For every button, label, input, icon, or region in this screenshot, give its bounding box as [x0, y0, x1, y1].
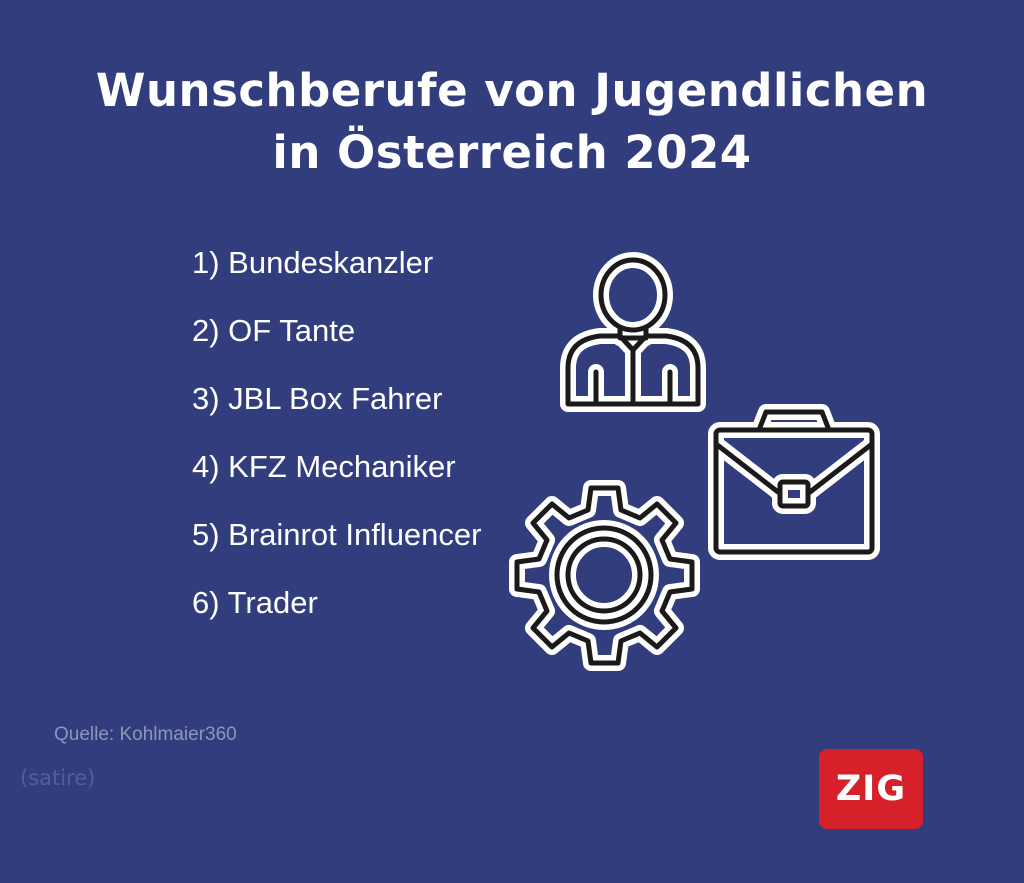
gear-icon [509, 480, 700, 671]
logo-text: ZIG [835, 769, 907, 809]
person-icon [560, 252, 706, 412]
zig-logo: ZIG [819, 749, 923, 829]
list-item: 5) Brainrot Influencer [192, 517, 482, 552]
briefcase-icon [708, 404, 880, 560]
page-title: Wunschberufe von Jugendlichen in Österre… [0, 60, 1024, 184]
list-item: 1) Bundeskanzler [192, 245, 434, 280]
job-list: 1) Bundeskanzler 2) OF Tante 3) JBL Box … [192, 246, 481, 654]
source-credit: Quelle: Kohlmaier360 [54, 724, 237, 745]
list-item: 3) JBL Box Fahrer [192, 381, 443, 416]
satire-note: (satire) [20, 766, 96, 790]
title-line-1: Wunschberufe von Jugendlichen [95, 64, 929, 117]
title-line-2: in Österreich 2024 [272, 126, 752, 179]
list-item: 2) OF Tante [192, 313, 356, 348]
list-item: 6) Trader [192, 585, 318, 620]
list-item: 4) KFZ Mechaniker [192, 449, 456, 484]
